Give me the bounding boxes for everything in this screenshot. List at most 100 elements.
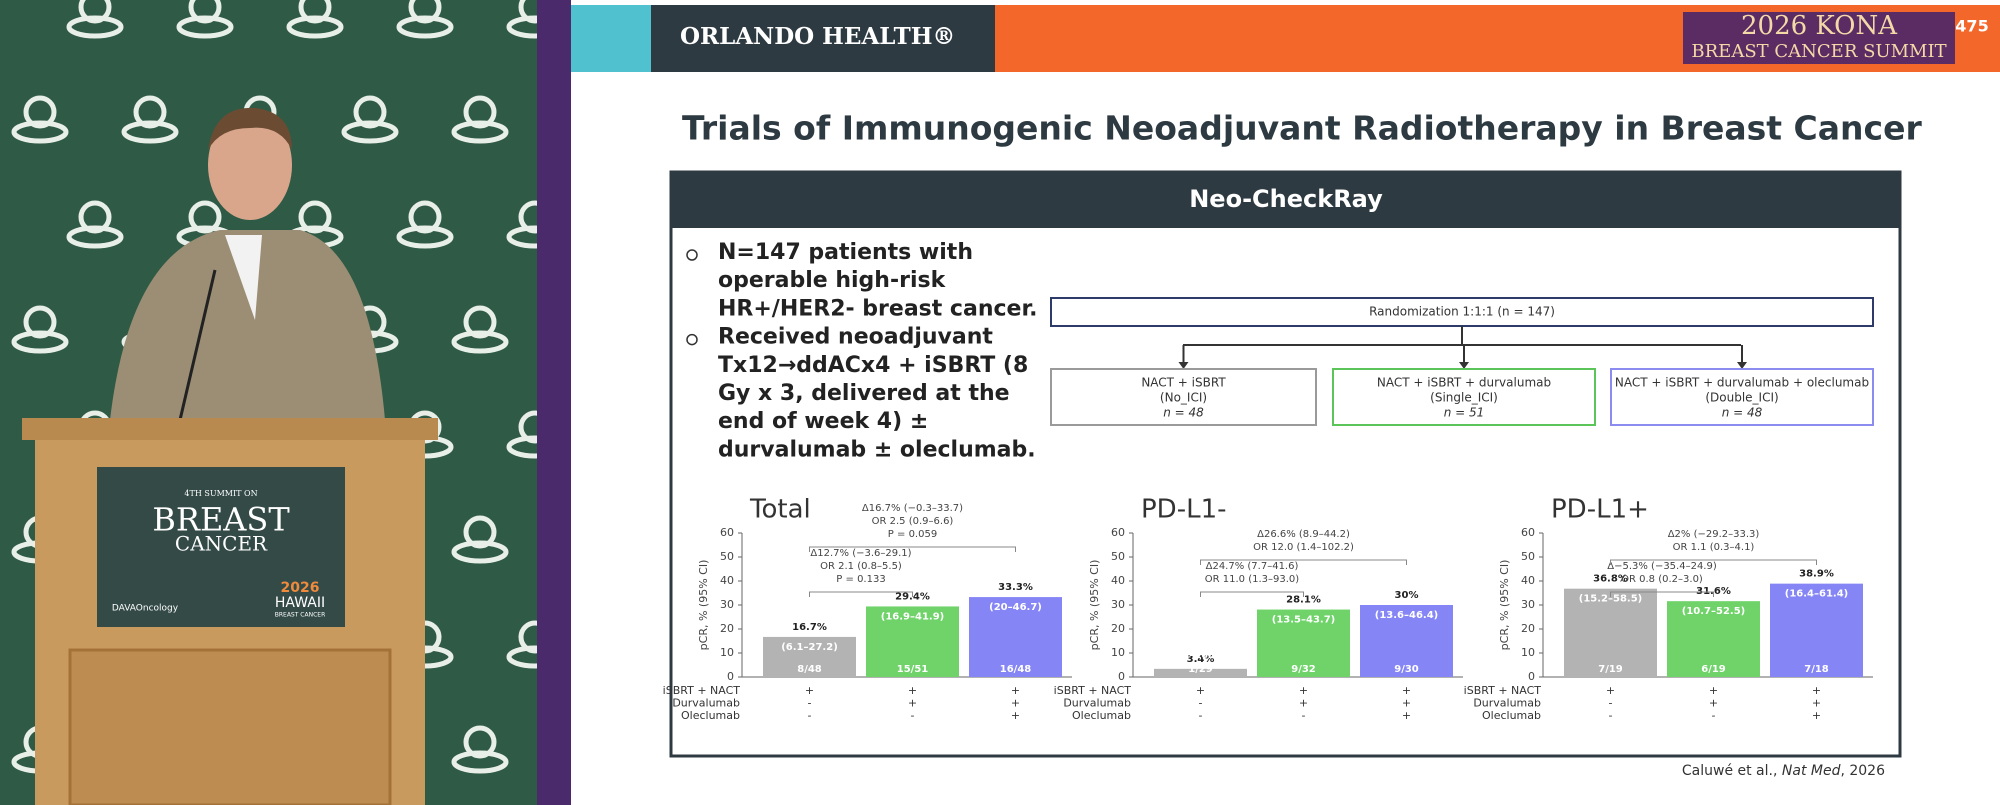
- row-label: iSBRT + NACT: [1054, 684, 1132, 697]
- divider: [537, 0, 571, 805]
- y-tick-label: 0: [1528, 670, 1535, 683]
- logo-head: [463, 95, 497, 129]
- y-axis-label: pCR, % (95% CI): [1088, 560, 1101, 651]
- conference-badge: [1683, 12, 1955, 64]
- value-label: 38.9%: [1799, 569, 1834, 580]
- comparison-bracket: [1610, 591, 1714, 597]
- chart-title: PD-L1+: [1551, 495, 1649, 525]
- arm-box: [1610, 368, 1874, 426]
- row-sign: +: [1402, 709, 1411, 722]
- y-tick-label: 0: [727, 670, 734, 683]
- row-sign: -: [1712, 709, 1716, 722]
- backdrop-logo: [451, 305, 509, 354]
- backdrop-logo: [66, 0, 124, 39]
- arm-label: NACT + iSBRT + durvalumab: [1377, 376, 1551, 390]
- value-label: 28.1%: [1286, 595, 1321, 606]
- header-accent: [571, 5, 651, 72]
- arrowhead: [1178, 362, 1189, 369]
- arm-label: n = 51: [1444, 406, 1485, 420]
- arm-label: NACT + iSBRT + durvalumab + oleclumab: [1615, 376, 1869, 390]
- bullet-text: durvalumab ± oleclumab.: [718, 437, 1036, 462]
- y-tick-label: 60: [1521, 526, 1535, 539]
- row-sign: +: [1812, 709, 1821, 722]
- bullet-text: N=147 patients with: [718, 240, 973, 265]
- y-tick-label: 20: [1111, 622, 1125, 635]
- count-label: 9/32: [1291, 664, 1316, 675]
- backdrop-logo: [176, 0, 234, 39]
- ci-label: (6.1–27.2): [781, 642, 838, 653]
- logo-head: [298, 200, 332, 234]
- bullet-text: HR+/HER2- breast cancer.: [718, 296, 1038, 321]
- bar: [1667, 601, 1760, 677]
- row-sign: -: [1609, 697, 1613, 710]
- logo-ring: [66, 15, 124, 39]
- row-sign: +: [908, 697, 917, 710]
- row-sign: +: [1709, 697, 1718, 710]
- backdrop-logo: [451, 95, 509, 144]
- comparison-label: OR 12.0 (1.4–102.2): [1253, 542, 1354, 553]
- logo-ring: [451, 540, 509, 564]
- box-header: [671, 172, 1900, 228]
- value-label: 3.4%: [1187, 654, 1215, 665]
- row-label: iSBRT + NACT: [663, 684, 741, 697]
- sign-place: HAWAII: [275, 595, 325, 611]
- conference-name: 2026 KONA: [1741, 11, 1898, 41]
- y-tick-label: 10: [1521, 646, 1535, 659]
- row-sign: +: [1011, 697, 1020, 710]
- bullet-text: end of week 4) ±: [718, 409, 928, 434]
- comparison-label: P = 0.133: [836, 574, 885, 585]
- comparison-bracket: [809, 591, 913, 597]
- chart-title: PD-L1-: [1141, 495, 1227, 525]
- sign-title: CANCER: [175, 532, 268, 556]
- y-tick-label: 40: [1521, 574, 1535, 587]
- arm-box: [1050, 368, 1317, 426]
- logo-head: [23, 305, 57, 339]
- logo-ring: [341, 120, 399, 144]
- y-tick-label: 10: [1111, 646, 1125, 659]
- count-label: 1/29: [1188, 664, 1213, 675]
- logo-head: [23, 95, 57, 129]
- row-sign: -: [808, 697, 812, 710]
- randomization-label: Randomization 1:1:1 (n = 147): [1369, 305, 1555, 319]
- comparison-label: OR 2.5 (0.9–6.6): [872, 516, 954, 527]
- brand: ORLANDO HEALTH®: [680, 23, 955, 50]
- y-tick-label: 20: [1521, 622, 1535, 635]
- count-label: 16/48: [1000, 664, 1032, 675]
- value-label: 30%: [1395, 590, 1419, 601]
- arm-label: n = 48: [1722, 406, 1763, 420]
- y-axis-label: pCR, % (95% CI): [1498, 560, 1511, 651]
- row-sign: +: [1606, 684, 1615, 697]
- count-label: 9/30: [1394, 664, 1419, 675]
- conference-name: BREAST CANCER SUMMIT: [1691, 41, 1946, 62]
- header-brand: [651, 5, 995, 72]
- bullet-text: Gy x 3, delivered at the: [718, 381, 1010, 406]
- arrowhead: [1459, 362, 1469, 369]
- row-sign: -: [1199, 697, 1203, 710]
- logo-head: [78, 200, 112, 234]
- count-label: 15/51: [897, 664, 929, 675]
- comparison-label: OR 0.8 (0.2–3.0): [1621, 574, 1703, 585]
- bullet-text: Received neoadjuvant: [718, 325, 993, 350]
- arm-label: (No_ICI): [1160, 391, 1207, 405]
- y-tick-label: 20: [720, 622, 734, 635]
- sign-kicker: 4TH SUMMIT ON: [184, 489, 257, 498]
- comparison-label: Δ−5.3% (−35.4–24.9): [1607, 561, 1717, 572]
- y-tick-label: 60: [720, 526, 734, 539]
- row-sign: -: [911, 709, 915, 722]
- count-label: 8/48: [797, 664, 822, 675]
- y-tick-label: 30: [720, 598, 734, 611]
- comparison-bracket: [1200, 559, 1407, 565]
- bullet-text: Tx12→ddACx4 + iSBRT (8: [718, 353, 1028, 378]
- count-label: 7/18: [1804, 664, 1829, 675]
- row-sign: +: [1812, 684, 1821, 697]
- podium-sign: [97, 467, 345, 627]
- arm-label: (Single_ICI): [1430, 391, 1498, 405]
- row-sign: +: [1709, 684, 1718, 697]
- comparison-label: Δ26.6% (8.9–44.2): [1257, 529, 1350, 540]
- backdrop-logo: [121, 95, 179, 144]
- slide-title: Trials of Immunogenic Neoadjuvant Radiot…: [682, 109, 1922, 148]
- logo-head: [463, 305, 497, 339]
- arrowhead: [1737, 362, 1747, 369]
- bullet-marker: [686, 333, 698, 346]
- slide-number: 475: [1955, 17, 1988, 36]
